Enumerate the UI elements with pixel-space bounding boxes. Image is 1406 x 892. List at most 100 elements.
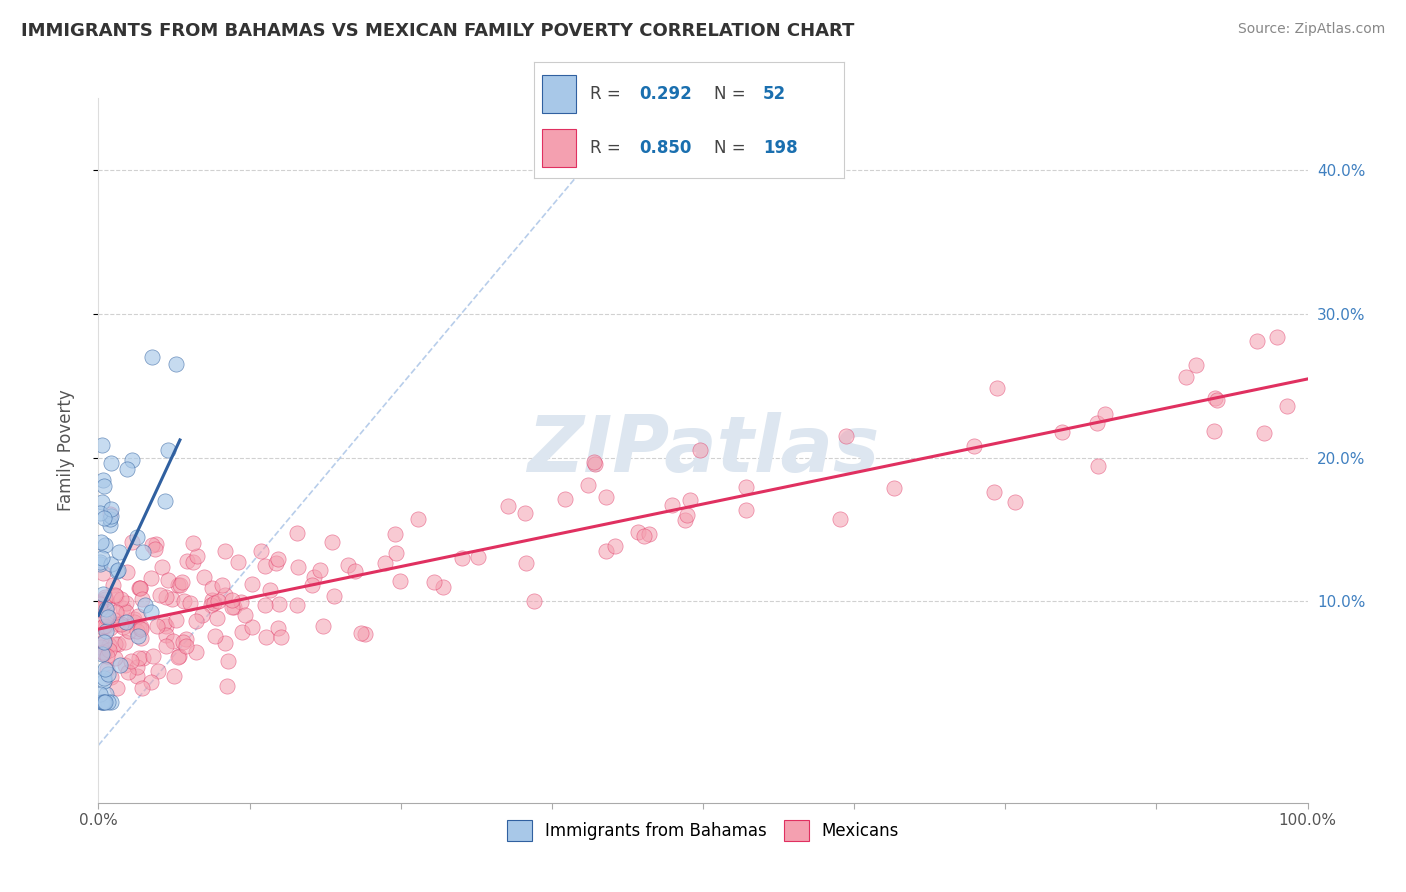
Point — [231, 625, 253, 640]
Point — [193, 570, 215, 584]
Point — [127, 629, 149, 643]
Point — [240, 577, 263, 591]
Point — [90, 640, 112, 654]
Point — [91, 473, 114, 487]
Point — [207, 593, 229, 607]
Text: IMMIGRANTS FROM BAHAMAS VS MEXICAN FAMILY POVERTY CORRELATION CHART: IMMIGRANTS FROM BAHAMAS VS MEXICAN FAMIL… — [21, 22, 855, 40]
Point — [309, 564, 332, 578]
Point — [100, 670, 122, 684]
Point — [153, 615, 176, 630]
Point — [91, 550, 114, 565]
Point — [105, 681, 128, 695]
Point — [132, 651, 155, 665]
Point — [1253, 426, 1275, 441]
Point — [240, 620, 263, 634]
Point — [627, 524, 650, 539]
Point — [157, 573, 180, 587]
Point — [127, 608, 149, 623]
Point — [93, 633, 115, 648]
Point — [523, 594, 546, 608]
Point — [202, 596, 225, 610]
Point — [98, 518, 121, 533]
Point — [162, 633, 184, 648]
Text: N =: N = — [714, 139, 745, 157]
Point — [131, 681, 153, 695]
Point — [165, 357, 187, 371]
Point — [105, 589, 128, 603]
Point — [131, 622, 153, 636]
Point — [96, 687, 118, 701]
Text: 0.850: 0.850 — [640, 139, 692, 157]
Point — [1087, 458, 1109, 473]
Point — [165, 613, 187, 627]
Point — [94, 662, 117, 676]
Point — [679, 493, 702, 508]
Point — [110, 592, 132, 607]
Point — [1267, 330, 1289, 344]
Point — [110, 616, 132, 631]
Point — [176, 639, 198, 653]
Point — [91, 495, 114, 509]
Point — [322, 589, 344, 603]
Point — [98, 638, 121, 652]
Point — [337, 558, 360, 573]
Point — [233, 608, 256, 623]
Point — [576, 478, 599, 492]
Point — [214, 543, 236, 558]
Point — [302, 569, 325, 583]
Point — [734, 503, 756, 517]
Point — [231, 595, 253, 609]
Point — [104, 605, 127, 619]
Point — [222, 599, 245, 614]
Point — [115, 596, 138, 610]
Point — [181, 555, 204, 569]
Point — [93, 671, 115, 685]
Point — [830, 511, 852, 525]
Point — [184, 645, 207, 659]
Point — [221, 593, 243, 607]
Point — [93, 673, 115, 688]
Point — [582, 454, 605, 468]
Point — [983, 485, 1005, 500]
Point — [89, 602, 111, 616]
Point — [963, 439, 986, 453]
Point — [91, 695, 114, 709]
Point — [145, 619, 167, 633]
Point — [637, 527, 659, 541]
Point — [633, 529, 655, 543]
Point — [253, 598, 276, 612]
Point — [100, 695, 122, 709]
Point — [583, 458, 606, 472]
Point — [1204, 424, 1226, 438]
Point — [89, 597, 111, 611]
Point — [264, 556, 287, 570]
Point — [91, 645, 114, 659]
Point — [285, 598, 308, 612]
Point — [107, 545, 129, 559]
Point — [515, 556, 537, 570]
Point — [115, 615, 138, 629]
Point — [141, 605, 163, 619]
Point — [94, 602, 117, 616]
Point — [142, 648, 165, 663]
Point — [163, 669, 186, 683]
Point — [128, 650, 150, 665]
Point — [1246, 334, 1268, 348]
Point — [661, 498, 683, 512]
Text: ZIPatlas: ZIPatlas — [527, 412, 879, 489]
Point — [353, 626, 375, 640]
Point — [104, 637, 127, 651]
Text: 52: 52 — [763, 85, 786, 103]
Point — [98, 643, 121, 657]
Point — [117, 665, 139, 679]
Point — [115, 461, 138, 475]
Point — [120, 654, 142, 668]
Point — [432, 580, 454, 594]
FancyBboxPatch shape — [541, 129, 576, 168]
Point — [129, 620, 152, 634]
Point — [205, 611, 228, 625]
Point — [689, 442, 711, 457]
Point — [94, 538, 117, 552]
Point — [201, 581, 224, 595]
Point — [134, 598, 156, 612]
